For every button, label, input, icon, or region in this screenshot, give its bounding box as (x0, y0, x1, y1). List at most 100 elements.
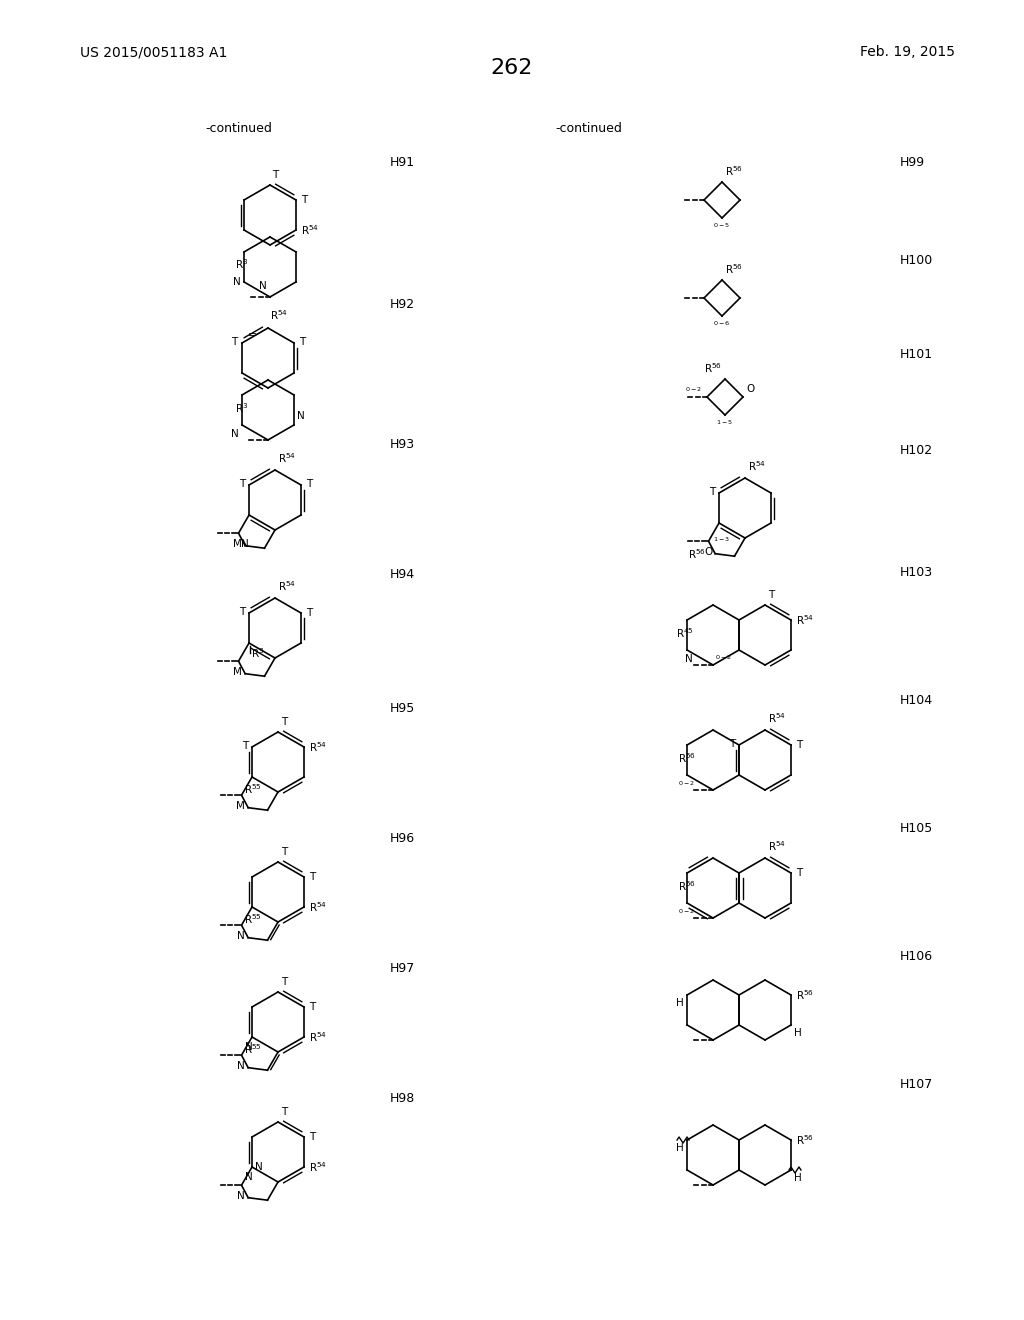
Text: $_{0-2}$: $_{0-2}$ (685, 385, 702, 393)
Text: T: T (306, 479, 312, 488)
Text: H93: H93 (390, 438, 415, 451)
Text: H: H (676, 998, 684, 1008)
Text: T: T (309, 1002, 315, 1012)
Text: R$^{54}$: R$^{54}$ (768, 840, 786, 853)
Text: H105: H105 (900, 821, 933, 834)
Text: H: H (794, 1173, 802, 1183)
Text: R$^{54}$: R$^{54}$ (301, 223, 319, 236)
Text: R$^{54}$: R$^{54}$ (309, 1160, 327, 1173)
Text: US 2015/0051183 A1: US 2015/0051183 A1 (80, 45, 227, 59)
Text: R$^{55}$: R$^{55}$ (244, 1041, 262, 1056)
Text: =: = (248, 330, 257, 341)
Text: R$^{56}$: R$^{56}$ (796, 989, 814, 1002)
Text: O: O (746, 384, 755, 393)
Text: 262: 262 (490, 58, 534, 78)
Text: R$^{54}$: R$^{54}$ (309, 741, 327, 754)
Text: H97: H97 (390, 961, 416, 974)
Text: $_{0-2}$: $_{0-2}$ (715, 653, 732, 663)
Text: R$^{3}$: R$^{3}$ (236, 401, 249, 414)
Text: R$^{56}$: R$^{56}$ (678, 751, 696, 764)
Text: T: T (242, 741, 248, 751)
Text: N: N (238, 1061, 245, 1071)
Text: T: T (272, 170, 279, 180)
Text: R$^{54}$: R$^{54}$ (748, 459, 766, 473)
Text: T: T (281, 717, 288, 727)
Text: $_{0-6}$: $_{0-6}$ (714, 319, 731, 327)
Text: T: T (230, 337, 237, 347)
Text: N: N (259, 281, 267, 290)
Text: -continued: -continued (205, 121, 272, 135)
Text: Feb. 19, 2015: Feb. 19, 2015 (860, 45, 955, 59)
Text: T: T (796, 869, 802, 878)
Text: $_{0-5}$: $_{0-5}$ (714, 220, 731, 230)
Text: M: M (233, 539, 242, 549)
Text: T: T (281, 847, 288, 857)
Text: R$^{54}$: R$^{54}$ (309, 1030, 327, 1044)
Text: $_{1-5}$: $_{1-5}$ (717, 418, 733, 426)
Text: R$^{3}$: R$^{3}$ (251, 645, 264, 660)
Text: H: H (794, 1028, 802, 1038)
Text: N: N (245, 1172, 252, 1183)
Text: R$^{3}$: R$^{3}$ (236, 257, 249, 271)
Text: H100: H100 (900, 253, 933, 267)
Text: $_{1-3}$: $_{1-3}$ (713, 535, 730, 544)
Text: T: T (309, 1133, 315, 1142)
Text: O: O (703, 546, 712, 557)
Text: R$^{56}$: R$^{56}$ (703, 362, 722, 375)
Text: H104: H104 (900, 693, 933, 706)
Text: M: M (237, 801, 245, 810)
Text: T: T (796, 741, 802, 750)
Text: N: N (255, 1162, 263, 1172)
Text: T: T (239, 607, 245, 616)
Text: H98: H98 (390, 1092, 416, 1105)
Text: M: M (233, 667, 242, 677)
Text: H: H (676, 1143, 684, 1152)
Text: R$^{56}$: R$^{56}$ (688, 548, 707, 561)
Text: N: N (297, 411, 305, 421)
Text: H95: H95 (390, 701, 416, 714)
Text: H92: H92 (390, 298, 415, 312)
Text: T: T (239, 479, 245, 488)
Text: T: T (281, 977, 288, 987)
Text: R$^{54}$: R$^{54}$ (309, 900, 327, 913)
Text: T: T (768, 590, 774, 601)
Text: N: N (245, 1043, 252, 1052)
Text: N: N (231, 429, 239, 440)
Text: R$^{56}$: R$^{56}$ (796, 1133, 814, 1147)
Text: H101: H101 (900, 348, 933, 362)
Text: -continued: -continued (555, 121, 622, 135)
Text: $_{0-2}$: $_{0-2}$ (679, 779, 695, 788)
Text: R$^{56}$: R$^{56}$ (725, 164, 743, 178)
Text: R$^{54}$: R$^{54}$ (768, 711, 786, 725)
Text: R$^{45}$: R$^{45}$ (676, 626, 694, 640)
Text: H102: H102 (900, 444, 933, 457)
Text: R$^{56}$: R$^{56}$ (678, 879, 696, 892)
Text: N: N (233, 277, 241, 286)
Text: H91: H91 (390, 157, 415, 169)
Text: R$^{55}$: R$^{55}$ (244, 912, 262, 925)
Text: R$^{55}$: R$^{55}$ (244, 781, 262, 796)
Text: H99: H99 (900, 157, 925, 169)
Text: H103: H103 (900, 565, 933, 578)
Text: $_{0-2}$: $_{0-2}$ (679, 907, 695, 916)
Text: T: T (281, 1107, 288, 1117)
Text: R$^{54}$: R$^{54}$ (278, 451, 296, 465)
Text: H96: H96 (390, 832, 415, 845)
Text: N: N (238, 1191, 245, 1201)
Text: H94: H94 (390, 569, 415, 582)
Text: N: N (238, 931, 245, 941)
Text: R$^{54}$: R$^{54}$ (278, 579, 296, 593)
Text: T: T (729, 739, 735, 748)
Text: H106: H106 (900, 950, 933, 964)
Text: T: T (299, 337, 305, 347)
Text: T: T (709, 487, 715, 498)
Text: T: T (309, 873, 315, 882)
Text: N: N (685, 653, 693, 664)
Text: T: T (306, 609, 312, 618)
Text: N: N (241, 539, 248, 549)
Text: T: T (301, 195, 307, 205)
Text: R$^{54}$: R$^{54}$ (270, 308, 288, 322)
Text: H107: H107 (900, 1078, 933, 1092)
Text: R$^{54}$: R$^{54}$ (796, 612, 814, 627)
Text: R$^{56}$: R$^{56}$ (725, 263, 743, 276)
